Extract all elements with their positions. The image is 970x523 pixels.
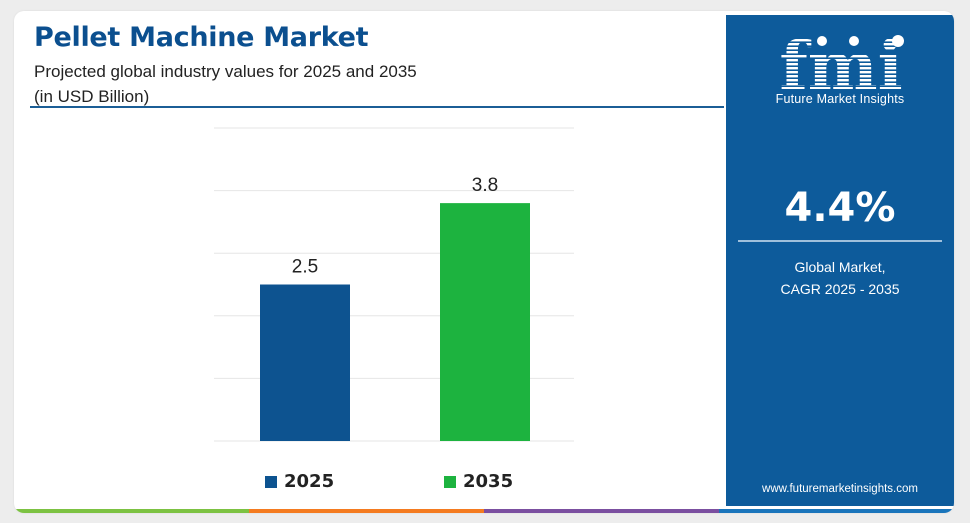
logo-dot-icon: [817, 36, 827, 46]
subtitle-line-2: (in USD Billion): [34, 87, 150, 106]
bar-chart: 2.5 3.8: [214, 127, 574, 442]
cagr-label-line-1: Global Market,: [794, 259, 886, 275]
cagr-label-line-2: CAGR 2025 - 2035: [780, 281, 900, 297]
subtitle-line-1: Projected global industry values for 202…: [34, 62, 417, 81]
globe-icon: [892, 35, 904, 47]
strip-segment: [719, 509, 954, 513]
website-url: www.futuremarketinsights.com: [762, 483, 918, 495]
legend-item-2025: 2025: [265, 471, 334, 492]
data-label-2025: 2.5: [292, 257, 318, 278]
bar-2025: [260, 284, 350, 441]
legend-label-2025: 2025: [284, 471, 335, 492]
logo-dot-icon: [849, 36, 859, 46]
page-subtitle: Projected global industry values for 202…: [34, 59, 417, 109]
legend-swatch-2025: [265, 475, 277, 488]
title-divider: [30, 106, 724, 108]
bar-2035: [440, 203, 530, 441]
panel-divider: [738, 240, 942, 242]
strip-segment: [484, 509, 719, 513]
summary-panel: fmi Future Market Insights 4.4% Global M…: [726, 15, 954, 506]
legend-label-2035: 2035: [463, 471, 514, 492]
strip-segment: [249, 509, 484, 513]
chart-bars: [260, 203, 530, 441]
page-title: Pellet Machine Market: [34, 22, 369, 53]
data-label-2035: 3.8: [472, 175, 498, 196]
chart-value-labels: 2.5 3.8: [292, 175, 498, 277]
logo-text: fmi: [779, 31, 902, 105]
fmi-logo: fmi: [779, 31, 904, 105]
infographic-card: Pellet Machine Market Projected global i…: [14, 11, 954, 513]
bottom-color-strip: [14, 509, 954, 513]
cagr-label: Global Market, CAGR 2025 - 2035: [726, 256, 954, 300]
cagr-value: 4.4%: [784, 185, 896, 231]
legend-item-2035: 2035: [444, 471, 513, 492]
strip-segment: [14, 509, 249, 513]
logo-subtitle: Future Market Insights: [775, 92, 905, 106]
legend-swatch-2035: [444, 475, 456, 488]
